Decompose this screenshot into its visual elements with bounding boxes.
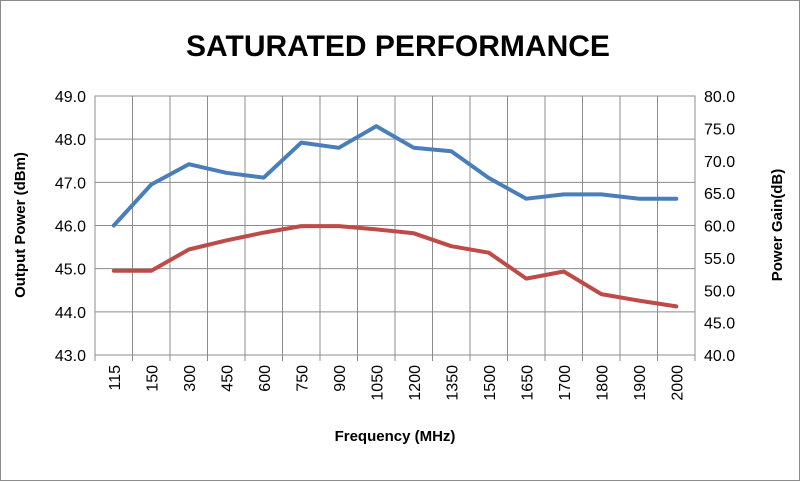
x-axis-ticks: 115 150 300 450 600 750 900 1050 1200 1350 1500 165…	[107, 365, 687, 401]
y-tick-label: 46.0	[55, 219, 86, 236]
x-tick-label: 1900	[632, 365, 649, 401]
output-power-series-line	[111, 124, 679, 228]
x-tick-label: 450	[219, 365, 236, 392]
series-layer	[111, 124, 679, 309]
y2-tick-label: 55.0	[704, 251, 735, 268]
x-tick-label: 600	[257, 365, 274, 392]
y2-tick-label: 45.0	[704, 316, 735, 333]
x-tick-label: 115	[107, 365, 124, 391]
power-gain-series-line	[111, 224, 679, 309]
y-tick-label: 43.0	[55, 348, 86, 365]
y-axis-title: Output Power (dBm)	[12, 152, 29, 298]
y2-tick-label: 75.0	[704, 121, 735, 138]
y2-tick-label: 65.0	[704, 186, 735, 203]
y2-tick-label: 80.0	[704, 89, 735, 106]
y-tick-label: 45.0	[55, 262, 86, 279]
x-tick-label: 750	[294, 365, 311, 392]
x-tick-label: 900	[332, 365, 349, 392]
x-tick-label: 300	[182, 365, 199, 392]
y2-axis-title: Power Gain(dB)	[769, 169, 786, 282]
y2-tick-label: 60.0	[704, 219, 735, 236]
x-axis-title: Frequency (MHz)	[335, 428, 456, 445]
y-tick-label: 44.0	[55, 305, 86, 322]
left-axis-ticks: 43.0 44.0 45.0 46.0 47.0 48.0 49.0	[55, 89, 86, 365]
x-tick-label: 1500	[482, 365, 499, 401]
right-axis-ticks: 40.0 45.0 50.0 55.0 60.0 65.0 70.0 75.0 80.0	[704, 89, 735, 365]
x-tick-label: 1650	[519, 365, 536, 401]
x-tick-label: 1800	[594, 365, 611, 401]
x-tick-label: 1050	[369, 365, 386, 401]
x-tick-label: 2000	[669, 365, 686, 401]
y2-tick-label: 40.0	[704, 348, 735, 365]
x-tick-label: 1350	[444, 365, 461, 401]
y2-tick-label: 70.0	[704, 154, 735, 171]
y-tick-label: 48.0	[55, 132, 86, 149]
y-tick-label: 49.0	[55, 89, 86, 106]
plot-area-border	[94, 95, 696, 356]
chart-title: SATURATED PERFORMANCE	[186, 30, 610, 63]
y-tick-label: 47.0	[55, 175, 86, 192]
x-tick-label: 1200	[407, 365, 424, 401]
x-tick-label: 1700	[557, 365, 574, 401]
y2-tick-label: 50.0	[704, 283, 735, 300]
x-tick-label: 150	[144, 365, 161, 392]
